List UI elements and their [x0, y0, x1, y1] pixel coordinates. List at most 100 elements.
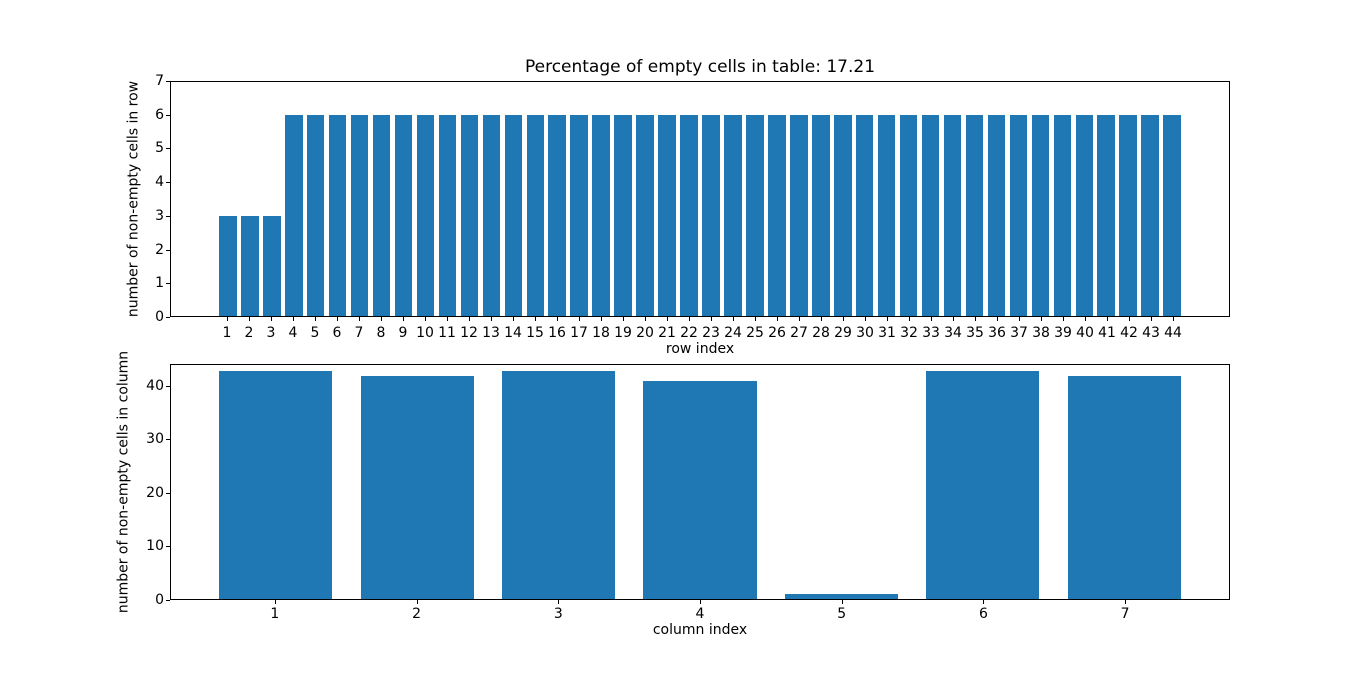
y-tick-mark	[166, 250, 170, 251]
bar-x44	[1163, 115, 1181, 316]
bar-x6	[926, 370, 1040, 599]
bar-x12	[460, 115, 479, 316]
x-tick-mark	[821, 317, 822, 321]
bar-x16	[548, 115, 567, 316]
x-tick-label: 17	[570, 325, 588, 341]
bar-x34	[943, 115, 962, 316]
x-tick-mark	[733, 317, 734, 321]
x-tick-mark	[447, 317, 448, 321]
x-tick-label: 39	[1054, 325, 1072, 341]
x-tick-mark	[799, 317, 800, 321]
x-tick-label: 27	[790, 325, 808, 341]
y-tick-label: 7	[155, 73, 164, 89]
x-tick-label: 8	[376, 325, 386, 341]
y-tick-label: 40	[146, 377, 164, 394]
x-tick-mark	[513, 317, 514, 321]
bar-x26	[768, 115, 786, 316]
y-tick-label: 2	[155, 241, 164, 258]
y-tick-label: 4	[155, 174, 164, 191]
x-tick-label: 4	[695, 606, 705, 622]
x-tick-mark	[975, 317, 976, 321]
x-tick-label: 41	[1098, 325, 1116, 341]
bar-x2	[360, 376, 474, 599]
bar-x2	[241, 215, 259, 316]
bar-x11	[438, 115, 457, 316]
bar-x3	[501, 370, 616, 599]
bar-x15	[526, 115, 545, 316]
x-tick-label: 34	[944, 325, 962, 341]
bar-x24	[724, 115, 742, 316]
y-tick-label: 0	[155, 592, 164, 608]
bar-x1	[219, 370, 333, 599]
x-tick-mark	[425, 317, 426, 321]
x-tick-mark	[1173, 317, 1174, 321]
x-tick-mark	[601, 317, 602, 321]
x-tick-label: 6	[978, 606, 988, 622]
bar-x29	[833, 115, 852, 316]
x-tick-mark	[491, 317, 492, 321]
x-tick-label: 25	[746, 325, 764, 341]
x-tick-mark	[1125, 600, 1126, 604]
x-tick-label: 26	[768, 325, 786, 341]
x-tick-mark	[227, 317, 228, 321]
y-tick-mark	[166, 317, 170, 318]
bar-x4	[284, 115, 303, 316]
bar-x22	[680, 115, 698, 316]
x-tick-mark	[271, 317, 272, 321]
y-tick-mark	[166, 81, 170, 82]
x-tick-label: 28	[812, 325, 830, 341]
bar-x27	[790, 115, 808, 316]
y-tick-label: 10	[146, 538, 164, 555]
x-tick-mark	[293, 317, 294, 321]
bar-x1	[219, 215, 237, 316]
y-tick-mark	[166, 386, 170, 387]
bar-x42	[1119, 115, 1137, 316]
y-tick-label: 1	[155, 275, 164, 292]
bar-x30	[855, 115, 874, 316]
x-tick-label: 22	[680, 325, 698, 341]
bar-x21	[658, 115, 676, 316]
y-tick-mark	[166, 216, 170, 217]
x-tick-label: 37	[1010, 325, 1028, 341]
x-tick-label: 38	[1032, 325, 1050, 341]
bar-x6	[328, 115, 347, 316]
x-tick-mark	[667, 317, 668, 321]
x-tick-mark	[469, 317, 470, 321]
x-tick-label: 43	[1142, 325, 1160, 341]
x-tick-label: 44	[1164, 325, 1182, 341]
x-tick-label: 9	[398, 325, 408, 341]
x-tick-mark	[1041, 317, 1042, 321]
x-tick-label: 3	[266, 325, 276, 341]
x-tick-mark	[755, 317, 756, 321]
y-tick-mark	[166, 182, 170, 183]
bar-x4	[643, 381, 757, 599]
x-tick-label: 19	[614, 325, 632, 341]
y-tick-label: 20	[146, 484, 164, 501]
x-tick-mark	[337, 317, 338, 321]
x-tick-mark	[842, 600, 843, 604]
x-tick-label: 13	[482, 325, 500, 341]
x-tick-label: 5	[310, 325, 320, 341]
bar-x17	[570, 115, 588, 316]
bar-x41	[1097, 115, 1116, 316]
bar-x32	[899, 115, 918, 316]
bar-x40	[1075, 115, 1094, 316]
y-tick-mark	[166, 115, 170, 116]
x-tick-label: 21	[658, 325, 676, 341]
x-tick-mark	[417, 600, 418, 604]
x-tick-mark	[777, 317, 778, 321]
x-tick-label: 40	[1076, 325, 1094, 341]
bar-x18	[592, 115, 610, 316]
y-tick-mark	[166, 148, 170, 149]
x-tick-label: 33	[922, 325, 940, 341]
bar-x23	[702, 115, 720, 316]
x-tick-mark	[1085, 317, 1086, 321]
bar-x20	[636, 115, 654, 316]
y-tick-mark	[166, 493, 170, 494]
bar-x38	[1031, 115, 1050, 316]
bar-x14	[504, 115, 523, 316]
x-tick-label: 12	[460, 325, 478, 341]
y-tick-mark	[166, 600, 170, 601]
x-tick-label: 30	[856, 325, 874, 341]
x-tick-mark	[700, 600, 701, 604]
